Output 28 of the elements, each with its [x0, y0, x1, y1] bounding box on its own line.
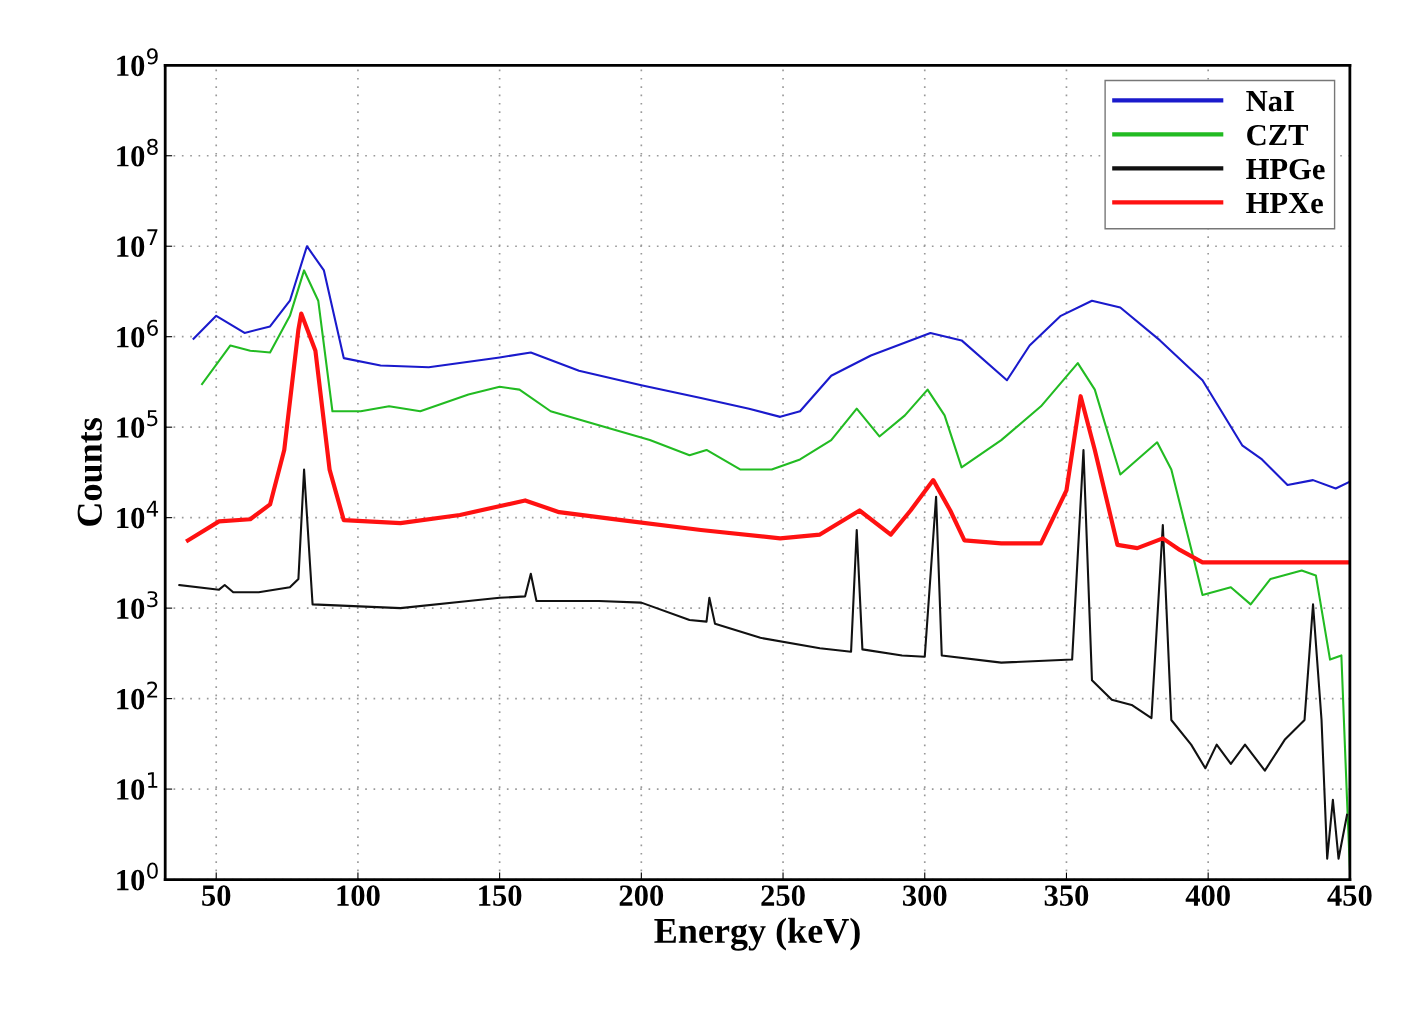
legend-label: HPGe [1246, 158, 1325, 180]
x-tick-label: 250 [761, 885, 805, 906]
line-series [185, 311, 1350, 565]
legend-label: NaI [1246, 91, 1294, 112]
line-series [192, 245, 1350, 490]
line-series [178, 448, 1349, 860]
y-tick-label: 10$^{6}$ [117, 319, 158, 348]
y-tick-label: 10$^{9}$ [117, 48, 158, 77]
x-tick-label: 400 [1185, 885, 1230, 906]
y-tick-label: 10$^{5}$ [117, 410, 158, 438]
y-tick-label: 10$^{2}$ [117, 681, 158, 710]
y-tick-label: 10$^{1}$ [117, 772, 158, 800]
x-tick-label: 100 [337, 885, 380, 906]
y-tick-label: 10$^{7}$ [117, 229, 158, 257]
x-tick-label: 200 [619, 885, 664, 906]
y-tick-label: 10$^{8}$ [117, 138, 158, 167]
x-tick-label: 350 [1044, 885, 1089, 906]
legend-label: HPXe [1246, 193, 1323, 214]
x-tick-label: 150 [479, 885, 522, 906]
legend-label: CZT [1247, 124, 1309, 146]
y-tick-label: 10$^{0}$ [117, 862, 158, 891]
x-tick-label: 300 [902, 885, 947, 906]
x-tick-label: 50 [202, 885, 231, 906]
y-tick-label: 10$^{3}$ [117, 591, 158, 619]
x-tick-label: 450 [1327, 885, 1372, 906]
y-axis-title: Counts [77, 418, 103, 526]
x-axis-title: Energy (keV) [654, 917, 860, 951]
y-tick-label: 10$^{4}$ [117, 500, 159, 529]
